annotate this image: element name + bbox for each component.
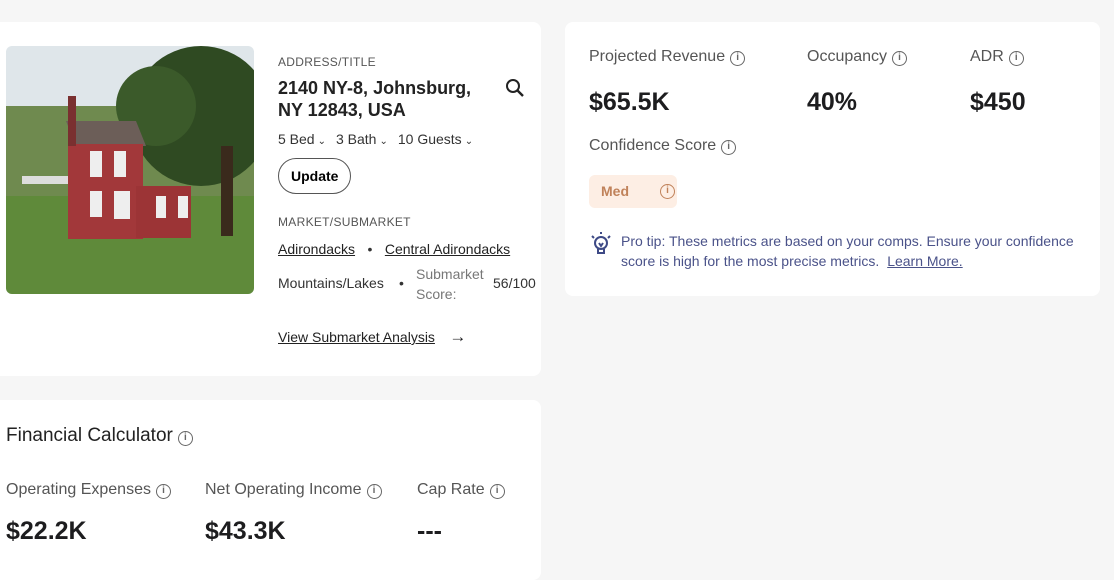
occupancy-label: Occupancy xyxy=(807,48,888,65)
cap-rate-value: --- xyxy=(417,517,442,545)
adr-label: ADR xyxy=(970,48,1004,65)
chevron-down-icon: ⌄ xyxy=(379,136,388,147)
address-title: 2140 NY-8, Johnsburg, NY 12843, USA xyxy=(278,78,472,120)
arrow-right-icon[interactable]: → xyxy=(449,327,467,346)
score-label: Submarket Score: xyxy=(416,266,484,302)
adr-value: $450 xyxy=(970,88,1026,116)
revenue-label: Projected Revenue xyxy=(589,48,726,65)
view-analysis-link[interactable]: View Submarket Analysis xyxy=(278,329,435,345)
cap-rate-label: Cap Rate xyxy=(417,481,485,498)
financial-calculator-card: Financial Calculator i Operating Expenses… xyxy=(0,400,541,580)
pro-tip-text: Pro tip: These metrics are based on your… xyxy=(621,233,1074,269)
opex-label: Operating Expenses xyxy=(6,481,151,498)
info-icon[interactable]: i xyxy=(892,51,908,66)
property-card: ADDRESS/TITLE 2140 NY-8, Johnsburg, NY 1… xyxy=(0,22,541,376)
baths-value: 3 Bath xyxy=(335,131,377,147)
revenue-value: $65.5K xyxy=(589,88,670,116)
bullet: • xyxy=(399,275,404,291)
beds-dropdown[interactable]: 5 Bed ⌄ xyxy=(278,131,326,147)
guests-value: 10 Guests xyxy=(397,131,462,147)
occupancy-value: 40% xyxy=(807,88,858,116)
learn-more-link[interactable]: Learn More. xyxy=(887,253,963,269)
info-icon[interactable]: i xyxy=(155,484,171,499)
search-icon[interactable] xyxy=(505,78,525,104)
financial-title: Financial Calculator xyxy=(6,425,173,446)
noi-value: $43.3K xyxy=(205,517,286,545)
info-icon[interactable]: i xyxy=(721,140,737,155)
address-label: ADDRESS/TITLE xyxy=(278,55,376,69)
baths-dropdown[interactable]: 3 Bath ⌄ xyxy=(336,131,388,147)
lightbulb-icon xyxy=(589,231,613,262)
opex-value: $22.2K xyxy=(6,517,87,545)
beds-value: 5 Bed xyxy=(278,131,315,147)
info-icon[interactable]: i xyxy=(660,184,675,199)
pro-tip: Pro tip: These metrics are based on your… xyxy=(621,231,1081,271)
update-button[interactable]: Update xyxy=(278,158,352,194)
submarket-link[interactable]: Central Adirondacks xyxy=(384,241,511,257)
property-photo xyxy=(6,46,254,294)
bullet: • xyxy=(367,241,373,257)
info-icon[interactable]: i xyxy=(489,484,505,499)
metrics-card: Projected Revenue i $65.5K Occupancy i 40%… xyxy=(565,22,1100,296)
market-label: MARKET/SUBMARKET xyxy=(278,215,411,229)
market-link[interactable]: Adirondacks xyxy=(278,241,356,257)
info-icon[interactable]: i xyxy=(1008,51,1024,66)
confidence-value: Med xyxy=(601,183,629,199)
guests-dropdown[interactable]: 10 Guests ⌄ xyxy=(398,131,473,147)
info-icon[interactable]: i xyxy=(366,484,382,499)
chevron-down-icon: ⌄ xyxy=(464,136,474,147)
confidence-badge: Med i xyxy=(589,175,677,208)
noi-label: Net Operating Income xyxy=(205,481,362,498)
category: Mountains/Lakes xyxy=(278,275,384,291)
submarket-score: 56/100 xyxy=(493,275,536,291)
confidence-label: Confidence Score xyxy=(589,137,717,154)
chevron-down-icon: ⌄ xyxy=(317,136,326,147)
info-icon[interactable]: i xyxy=(730,51,746,66)
info-icon[interactable]: i xyxy=(177,431,193,446)
